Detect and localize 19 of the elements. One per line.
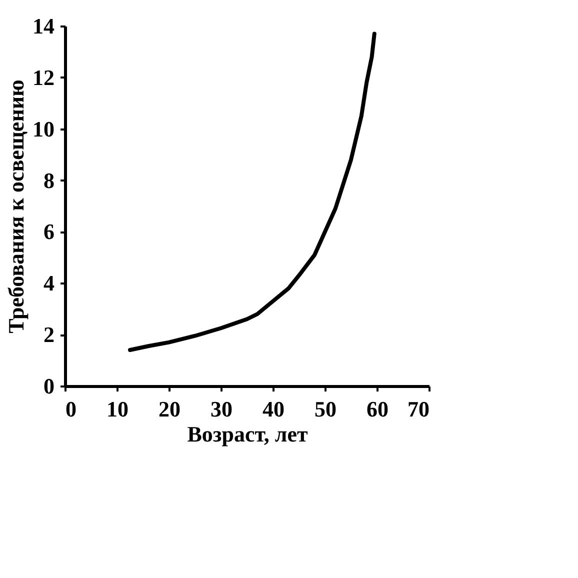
x-tick-label: 30 bbox=[210, 396, 232, 422]
x-tick-label: 50 bbox=[314, 396, 336, 422]
x-tick-label: 60 bbox=[366, 396, 388, 422]
line-series bbox=[128, 32, 376, 352]
x-tick-label: 20 bbox=[158, 396, 180, 422]
y-tick-label: 6 bbox=[44, 219, 54, 244]
y-tick-label: 12 bbox=[32, 64, 54, 90]
y-tick-label: 8 bbox=[44, 168, 54, 193]
x-tick-label: 0 bbox=[66, 396, 76, 422]
y-tick-label: 2 bbox=[44, 322, 54, 348]
y-tick-label: 0 bbox=[44, 374, 54, 398]
x-axis-title: Возраст, лет bbox=[187, 422, 308, 446]
y-tick-label: 4 bbox=[44, 270, 54, 296]
y-tick-label: 10 bbox=[32, 116, 54, 142]
x-tick-label: 10 bbox=[106, 396, 128, 422]
x-tick-label: 70 bbox=[408, 396, 430, 422]
y-axis-title: Требования к освещению bbox=[4, 80, 28, 334]
y-tick-label: 14 bbox=[32, 14, 54, 38]
x-tick-label: 40 bbox=[262, 396, 284, 422]
